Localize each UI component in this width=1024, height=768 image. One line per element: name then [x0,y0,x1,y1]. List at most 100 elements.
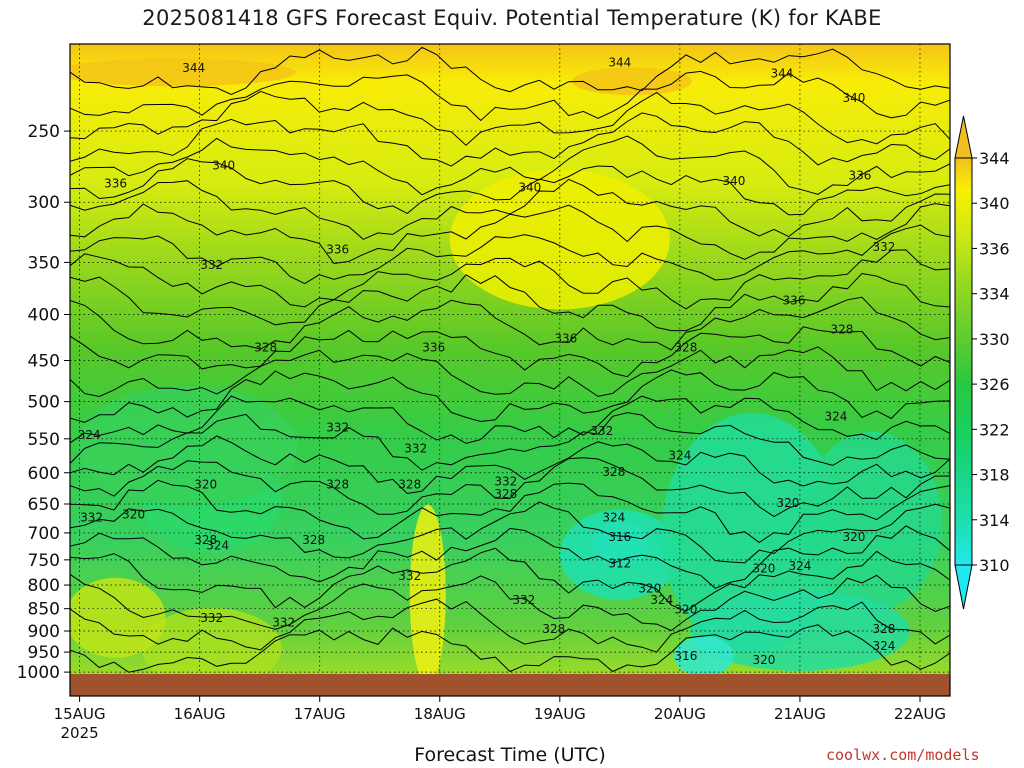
y-tick-label: 300 [28,193,60,213]
contour-label: 332 [80,511,103,525]
x-tick-label: 19AUG [534,705,586,723]
contour-label: 328 [494,487,517,501]
contour-label: 328 [830,323,853,337]
y-tick-label: 500 [28,393,60,413]
y-tick-label: 850 [28,600,60,620]
colorbar-tick-label: 314 [979,511,1010,530]
contour-label: 340 [212,159,235,173]
contour-label: 320 [122,508,145,522]
colorbar-top-arrow [954,115,973,159]
y-tick-label: 650 [28,495,60,515]
colorbar-tick-label: 322 [979,420,1010,439]
contour-label: 320 [776,496,799,510]
contour-label: 336 [554,332,577,346]
contour-label: 328 [398,478,421,492]
ground-band [70,674,950,696]
contour-label: 320 [638,581,661,595]
colorbar-tick-label: 336 [979,239,1010,258]
contour-label: 328 [302,533,325,547]
contour-label: 336 [326,242,349,256]
contour-label: 324 [78,428,101,442]
contour-label: 320 [752,562,775,576]
contour-label: 324 [650,593,673,607]
x-tick-label: 17AUG [294,705,346,723]
contour-label: 336 [104,177,127,191]
y-tick-label: 550 [28,430,60,450]
x-tick-label: 22AUG [894,705,946,723]
contour-label: 332 [494,475,517,489]
contour-label: 344 [608,56,631,70]
contour-label: 332 [590,424,613,438]
contour-label: 312 [608,557,631,571]
y-tick-label: 950 [28,643,60,663]
x-axis-label: Forecast Time (UTC) [414,744,606,766]
contour-label: 328 [326,478,349,492]
contour-label: 324 [206,538,229,552]
contour-label: 332 [272,616,295,630]
contour-label: 336 [849,168,872,182]
y-tick-label: 750 [28,551,60,571]
contour-label: 320 [194,478,217,492]
colorbar-tick-label: 330 [979,330,1010,349]
contour-label: 328 [194,533,217,547]
contour-label: 332 [512,593,535,607]
colorbar-tick-label: 344 [979,149,1010,168]
contour-label: 328 [674,341,697,355]
contour-label: 332 [326,421,349,435]
contour-label: 332 [200,611,223,625]
contour-label: 344 [770,67,793,81]
contour-label: 328 [873,622,896,636]
colorbar: 344 340 336 334 330 326 322 318 314 310 [954,115,1010,610]
contour-label: 324 [668,449,691,463]
contour-label: 332 [398,569,421,583]
plot-frame [69,43,951,697]
colorbar-tick-label: 340 [979,194,1010,213]
x-tick-label: 18AUG [414,705,466,723]
colorbar-tick-label: 326 [979,375,1010,394]
colorbar-tick-label: 310 [979,556,1010,575]
x-tick-label: 21AUG [774,705,826,723]
x-tick-label: 15AUG [54,705,106,723]
colorbar-body [954,157,973,566]
contour-label: 328 [602,465,625,479]
contour-label: 332 [404,442,427,456]
contour-label: 324 [788,559,811,573]
y-tick-label: 800 [28,576,60,596]
y-tick-label: 600 [28,464,60,484]
colorbar-bottom-arrow [954,564,973,610]
y-tick-label: 1000 [17,663,60,683]
contour-label: 316 [674,649,697,663]
contour-label: 332 [200,258,223,272]
contour-label: 328 [542,622,565,636]
contour-label: 324 [824,410,847,424]
y-tick-label: 450 [28,351,60,371]
contour-label: 336 [782,294,805,308]
x-tick-label: 20AUG [654,705,706,723]
contour-label: 320 [752,653,775,667]
y-tick-label: 350 [28,253,60,273]
plot-area: 344 344 344 340 340 340 340 336 336 336 336 336 336 3… [70,44,950,676]
contour-label: 320 [843,530,866,544]
contour-label: 340 [843,91,866,105]
contour-label: 344 [182,61,205,75]
y-tick-label: 900 [28,622,60,642]
chart-title: 2025081418 GFS Forecast Equiv. Potential… [142,6,882,30]
contour-label: 324 [873,639,896,653]
y-tick-label: 250 [28,122,60,142]
colorbar-tick-label: 334 [979,285,1010,304]
credit-link[interactable]: coolwx.com/models [826,746,980,764]
contour-label: 316 [608,530,631,544]
contour-label: 324 [602,511,625,525]
contour-label: 320 [674,602,697,616]
contour-label: 332 [873,240,896,254]
colorbar-tick-label: 318 [979,466,1010,485]
y-tick-label: 400 [28,306,60,326]
contour-label: 336 [422,341,445,355]
y-tick-label: 700 [28,524,60,544]
x-year-label: 2025 [61,724,99,742]
x-tick-label: 16AUG [174,705,226,723]
contour-label: 340 [722,174,745,188]
contour-label: 328 [254,341,277,355]
